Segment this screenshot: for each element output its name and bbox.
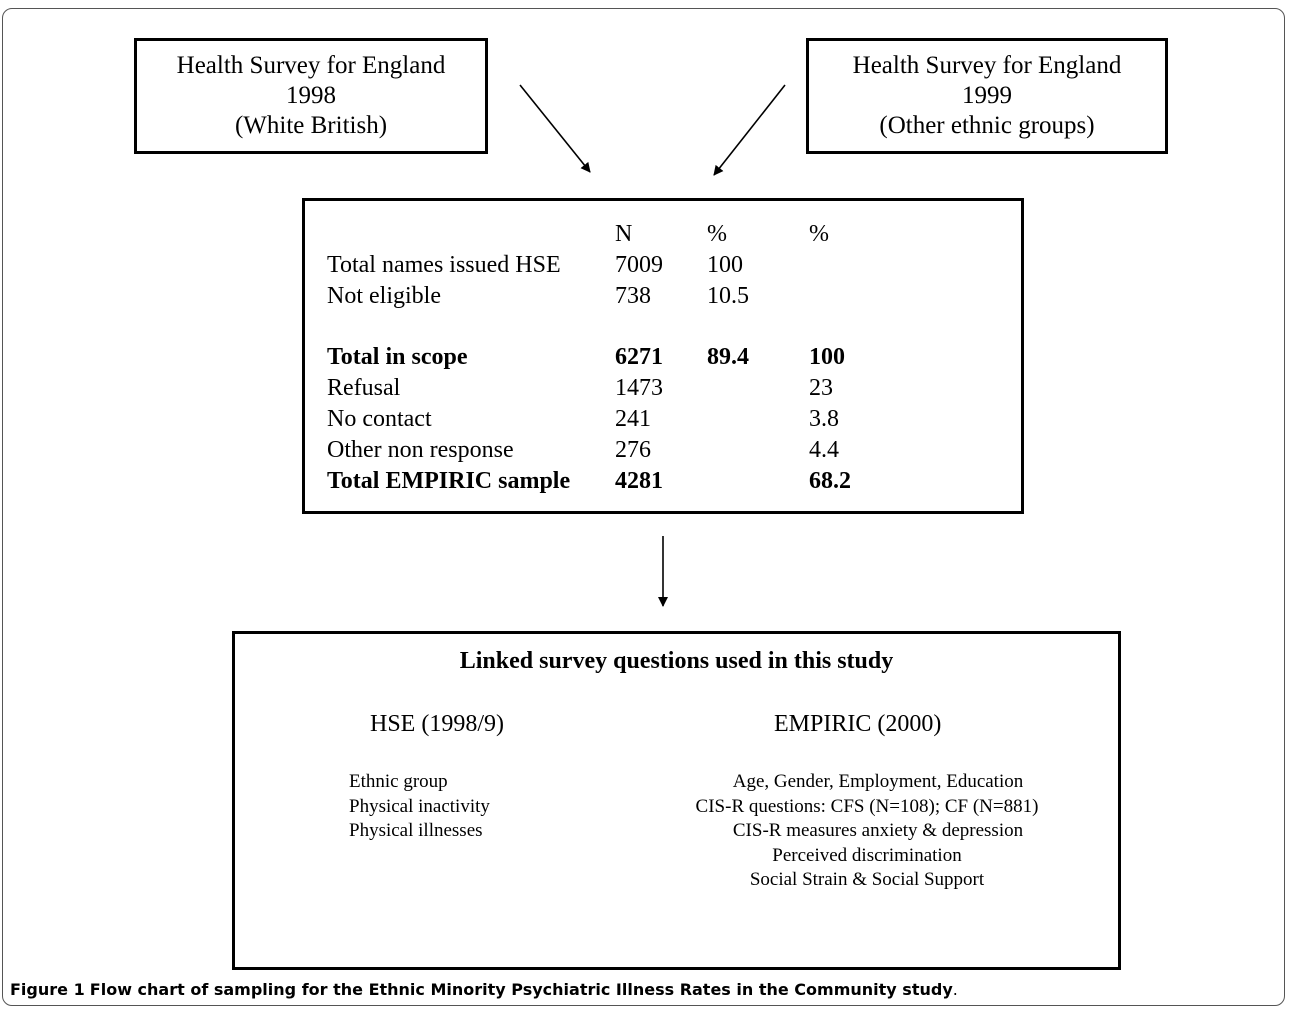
table-row: Refusal 1473 23 [327,373,889,404]
row-pct1: 100 [707,252,743,278]
source-left-line1: Health Survey for England [176,52,446,79]
caption-end: . [952,980,958,999]
empiric-items-list: Age, Gender, Employment, Education CIS-R… [667,770,1067,893]
table-row: Other non response 276 4.4 [327,435,889,466]
row-n: 1473 [615,375,663,401]
table-row: No contact 241 3.8 [327,404,889,435]
row-pct1 [707,435,809,466]
caption-label: Figure 1 [10,980,85,999]
sample-box: N % % Total names issued HSE 7009 100 No… [302,198,1024,514]
header-pct1: % [707,221,727,247]
list-item: Physical inactivity [349,795,490,817]
table-row: Not eligible 738 10.5 [327,281,889,312]
empiric-heading: EMPIRIC (2000) [774,711,942,737]
row-pct1: 10.5 [707,283,749,309]
figure-frame [2,8,1285,1006]
row-label: Not eligible [327,283,441,309]
source-left-line3: (White British) [234,112,388,139]
row-pct2: 4.4 [809,437,839,463]
row-pct2: 68.2 [809,468,851,494]
row-label: Total names issued HSE [327,252,561,278]
list-item: CIS-R questions: CFS (N=108); CF (N=881) [695,795,1039,817]
row-n: 276 [615,437,651,463]
table-header-row: N % % [327,219,889,250]
header-n: N [615,221,633,247]
row-pct1: 89.4 [707,344,749,370]
row-pct2: 3.8 [809,406,839,432]
row-pct1 [707,373,809,404]
sample-table: N % % Total names issued HSE 7009 100 No… [327,219,889,497]
row-label: No contact [327,406,432,432]
list-item: Social Strain & Social Support [749,869,985,891]
row-label: Total EMPIRIC sample [327,468,571,494]
row-n: 241 [615,406,651,432]
linked-title: Linked survey questions used in this stu… [459,648,894,674]
list-item: CIS-R measures anxiety & depression [732,820,1024,842]
source-box-hse-1999: Health Survey for England 1999 (Other et… [806,38,1168,154]
source-right-line2: 1999 [962,82,1012,109]
list-item: Age, Gender, Employment, Education [732,771,1024,792]
row-pct2: 100 [809,344,845,370]
list-item: Perceived discrimination [772,844,962,866]
row-label: Other non response [327,437,514,463]
hse-heading: HSE (1998/9) [370,711,504,737]
table-row: Total names issued HSE 7009 100 [327,250,889,281]
source-right-line3: (Other ethnic groups) [879,112,1095,139]
row-label: Total in scope [327,344,468,370]
row-n: 6271 [615,344,663,370]
source-box-hse-1998: Health Survey for England 1998 (White Br… [134,38,488,154]
linked-questions-box: Linked survey questions used in this stu… [232,631,1121,970]
row-n: 4281 [615,468,663,494]
row-label: Refusal [327,375,401,401]
row-pct1 [707,466,809,497]
source-right-line1: Health Survey for England [852,52,1122,79]
row-pct1 [707,404,809,435]
list-item: Physical illnesses [349,820,483,842]
row-pct2 [809,281,889,312]
caption-text: Flow chart of sampling for the Ethnic Mi… [89,980,953,999]
list-item: Ethnic group [349,771,448,792]
source-left-line2: 1998 [286,82,336,109]
table-row: Total EMPIRIC sample 4281 68.2 [327,466,889,497]
row-n: 738 [615,283,651,309]
hse-items-list: Ethnic group Physical inactivity Physica… [349,770,490,844]
header-pct2: % [809,221,829,247]
table-row: Total in scope 6271 89.4 100 [327,342,889,373]
row-pct2 [809,250,889,281]
row-n: 7009 [615,252,663,278]
figure-caption: Figure 1 Flow chart of sampling for the … [10,980,958,999]
row-pct2: 23 [809,375,833,401]
header-label [327,219,615,250]
